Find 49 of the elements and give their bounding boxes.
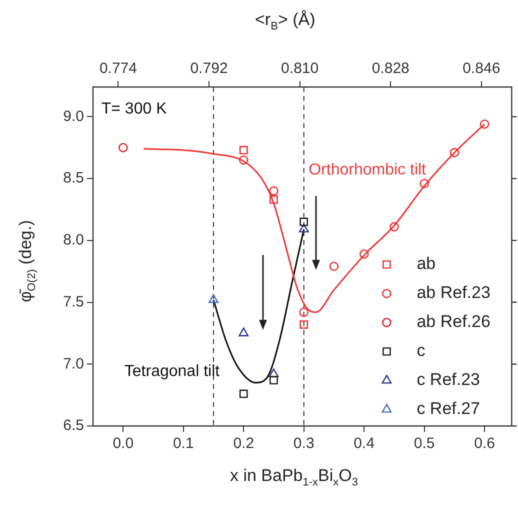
- x-tick-label: 0.1: [172, 435, 194, 452]
- y-tick-label: 8.0: [63, 232, 84, 249]
- point: [359, 249, 369, 259]
- point: [239, 390, 248, 398]
- annotation: T= 300 K: [101, 100, 168, 118]
- point: [329, 262, 339, 272]
- x-tick-label: 0.4: [354, 435, 375, 452]
- x-tick-label: 0.3: [293, 435, 314, 452]
- point: [270, 195, 278, 204]
- y-tick-label: 8.5: [63, 170, 84, 187]
- point: [269, 186, 278, 196]
- x2-tick-label: 0.810: [281, 60, 319, 78]
- x2-tick-label: 0.792: [190, 60, 228, 78]
- x2-tick-label: 0.846: [462, 60, 500, 78]
- legend-label: c Ref.23: [416, 370, 480, 390]
- legend-label: c: [416, 341, 426, 360]
- point: [300, 218, 308, 226]
- point: [238, 155, 248, 165]
- x-tick-label: 0.6: [474, 435, 496, 452]
- point: [270, 376, 278, 384]
- legend-label: ab Ref.26: [416, 312, 490, 332]
- x2-axis-title: <r$_{B}$> (Å): [255, 10, 316, 32]
- x-axis-title: x in BaPb$_{1-x}$Bi$_{x}$O$_{3}$: [230, 466, 358, 488]
- x2-tick-label: 0.828: [372, 60, 410, 78]
- point: [420, 178, 429, 188]
- legend-label: c Ref.27: [416, 399, 480, 418]
- legend-label: ab: [416, 254, 436, 274]
- x-tick-label: 0.2: [233, 435, 254, 452]
- point: [300, 320, 308, 329]
- point: [268, 368, 279, 378]
- point: [450, 148, 460, 158]
- annotation: Tetragonal tilt: [124, 363, 220, 380]
- annotation: Orthorhombic tilt: [308, 161, 427, 178]
- point: [480, 119, 490, 129]
- x-tick-label: 0.5: [414, 435, 435, 452]
- y-tick-label: 7.0: [63, 355, 84, 372]
- point: [390, 222, 399, 232]
- point: [238, 328, 249, 336]
- y-tick-label: 9.0: [63, 108, 84, 125]
- legend-label: ab Ref.23: [416, 283, 490, 302]
- point: [298, 224, 309, 232]
- point: [239, 146, 248, 154]
- point: [208, 294, 218, 303]
- point: [118, 142, 128, 152]
- y-tick-label: 6.5: [63, 417, 84, 434]
- x-tick-label: 0.0: [112, 435, 134, 452]
- x2-tick-label: 0.774: [99, 60, 137, 78]
- y-tick-label: 7.5: [63, 293, 84, 310]
- point: [299, 308, 309, 317]
